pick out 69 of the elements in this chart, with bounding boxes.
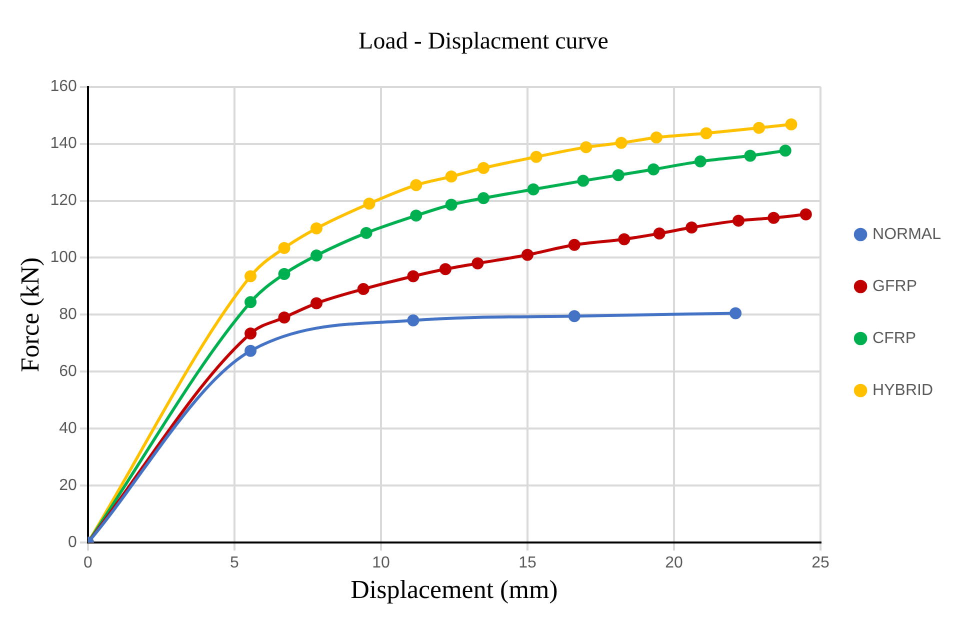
legend-label: HYBRID [872, 382, 933, 399]
y-tick-label: 140 [50, 135, 77, 152]
y-tick-label: 160 [50, 78, 77, 96]
point [439, 263, 452, 276]
point [527, 183, 540, 196]
x-tick-label: 10 [372, 554, 390, 572]
y-tick-label: 80 [59, 306, 77, 324]
x-axis-title: Displacement (mm) [350, 575, 558, 604]
point [615, 136, 628, 149]
point [244, 270, 257, 282]
point [653, 228, 666, 240]
point [577, 174, 590, 187]
point [694, 155, 706, 168]
y-tick-label: 60 [59, 363, 77, 380]
point [744, 150, 756, 162]
point [278, 242, 290, 254]
x-tick-label: 15 [518, 554, 536, 572]
point [278, 312, 290, 324]
y-axis-title: Force (kN) [15, 257, 44, 372]
x-tick-label: 25 [812, 554, 830, 572]
point [612, 169, 624, 182]
point [686, 222, 698, 234]
point [410, 210, 422, 222]
x-tick-label: 5 [230, 554, 239, 572]
point [700, 127, 712, 140]
point [407, 270, 420, 282]
point [445, 198, 458, 211]
point [244, 328, 257, 340]
legend-label: NORMAL [872, 226, 942, 243]
point [310, 222, 322, 234]
point [478, 192, 490, 204]
point [310, 297, 322, 310]
point [568, 310, 580, 322]
point [410, 179, 422, 192]
point [768, 212, 780, 224]
point [580, 141, 592, 154]
point [650, 132, 662, 144]
point [278, 268, 290, 280]
point [360, 226, 372, 239]
chart-title: Load - Displacment curve [358, 28, 608, 55]
point [800, 208, 812, 220]
point [472, 257, 484, 270]
point [363, 198, 376, 210]
point [521, 248, 534, 261]
point [357, 283, 370, 296]
point [618, 233, 630, 246]
point [445, 170, 458, 183]
y-tick-label: 100 [50, 249, 77, 266]
y-tick-label: 20 [59, 477, 77, 494]
point [753, 122, 766, 134]
legend-label: CFRP [872, 330, 916, 347]
point [785, 118, 798, 130]
x-tick-label: 20 [665, 554, 684, 572]
point [779, 144, 792, 157]
x-tick-label: 0 [83, 554, 92, 572]
point [730, 307, 742, 320]
point [648, 163, 660, 176]
point [530, 150, 542, 163]
point [244, 344, 257, 357]
point [407, 314, 420, 326]
y-tick-label: 40 [59, 420, 77, 438]
y-tick-label: 0 [68, 534, 77, 552]
y-tick-label: 120 [50, 192, 77, 210]
point [244, 296, 257, 308]
point [478, 162, 490, 174]
legend-label: GFRP [872, 278, 917, 295]
point [568, 238, 580, 251]
point [732, 214, 744, 227]
point [310, 249, 322, 262]
